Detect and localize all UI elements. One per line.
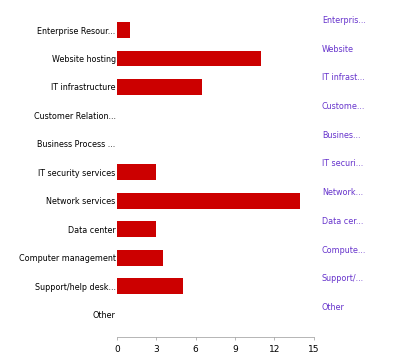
Bar: [117, 22, 130, 38]
Text: IT securi...: IT securi...: [322, 159, 363, 168]
Bar: [117, 51, 261, 66]
Bar: [117, 193, 301, 209]
Bar: [117, 278, 183, 294]
Bar: [117, 222, 156, 237]
Text: Website: Website: [322, 45, 354, 53]
Text: Busines...: Busines...: [322, 131, 360, 140]
Text: IT infrast...: IT infrast...: [322, 73, 364, 82]
Text: Data cer...: Data cer...: [322, 217, 363, 226]
Bar: [117, 79, 202, 95]
Text: Support/...: Support/...: [322, 274, 364, 283]
Text: Enterpris...: Enterpris...: [322, 16, 366, 25]
Text: Compute...: Compute...: [322, 246, 366, 255]
Text: Other: Other: [322, 303, 345, 312]
Text: Network...: Network...: [322, 188, 363, 197]
Text: Custome...: Custome...: [322, 102, 365, 111]
Bar: [117, 250, 163, 266]
Bar: [117, 164, 156, 180]
